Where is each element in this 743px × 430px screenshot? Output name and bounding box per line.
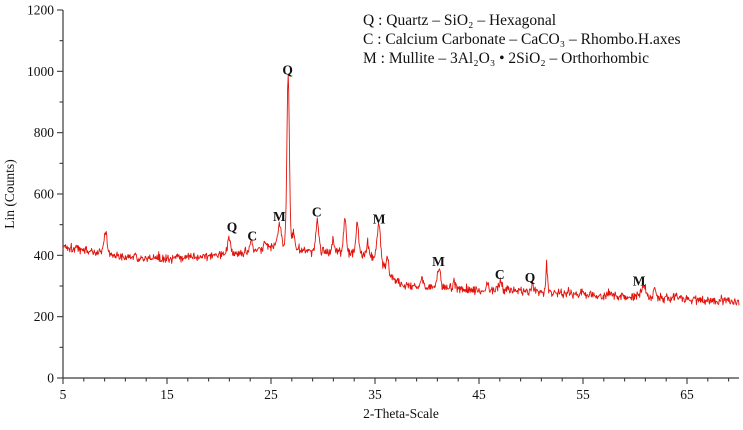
y-tick-label: 800: [34, 125, 55, 140]
peak-label-c-47: C: [495, 267, 505, 282]
peak-label-q-21.25: Q: [227, 219, 238, 234]
x-tick-label: 35: [368, 387, 382, 402]
peak-label-m-25.8: M: [273, 209, 286, 224]
peak-label-q-26.6: Q: [282, 62, 293, 77]
y-axis-title: Lin (Counts): [2, 159, 17, 228]
x-tick-label: 25: [264, 387, 278, 402]
peak-label-m-35.4: M: [373, 211, 386, 226]
x-tick-label: 65: [680, 387, 694, 402]
legend-line-calcium-carbonate: C : Calcium Carbonate – CaCO₃ – Rhombo.H…: [363, 31, 681, 48]
y-tick-label: 400: [34, 248, 55, 263]
x-tick-label: 45: [472, 387, 486, 402]
axes: 5 15 25 35 45 55 65 0 200 400 600 800 1000 1200: [27, 3, 739, 402]
legend-line-mullite: M : Mullite – 3Al₂O₃ • 2SiO₂ – Orthorhom…: [363, 50, 649, 67]
x-tick-label: 15: [160, 387, 174, 402]
x-axis-title: 2-Theta-Scale: [363, 406, 439, 421]
peak-label-m-60.4: M: [633, 274, 646, 289]
x-tick-label: 55: [576, 387, 590, 402]
legend: Q : Quartz – SiO₂ – Hexagonal C : Calciu…: [363, 12, 681, 67]
peak-label-c-23.2: C: [247, 229, 257, 244]
y-tick-label: 1000: [27, 64, 54, 79]
legend-line-quartz: Q : Quartz – SiO₂ – Hexagonal: [363, 12, 556, 29]
y-tick-label: 200: [34, 309, 55, 324]
y-tick-label: 1200: [27, 3, 54, 18]
peak-label-m-41.1: M: [432, 254, 445, 269]
y-tick-label: 600: [34, 187, 55, 202]
peak-label-q-49.9: Q: [525, 270, 536, 285]
xrd-trace: [62, 74, 740, 306]
x-tick-label: 5: [60, 387, 67, 402]
peak-label-c-29.4: C: [312, 205, 322, 220]
y-tick-label: 0: [47, 371, 54, 386]
